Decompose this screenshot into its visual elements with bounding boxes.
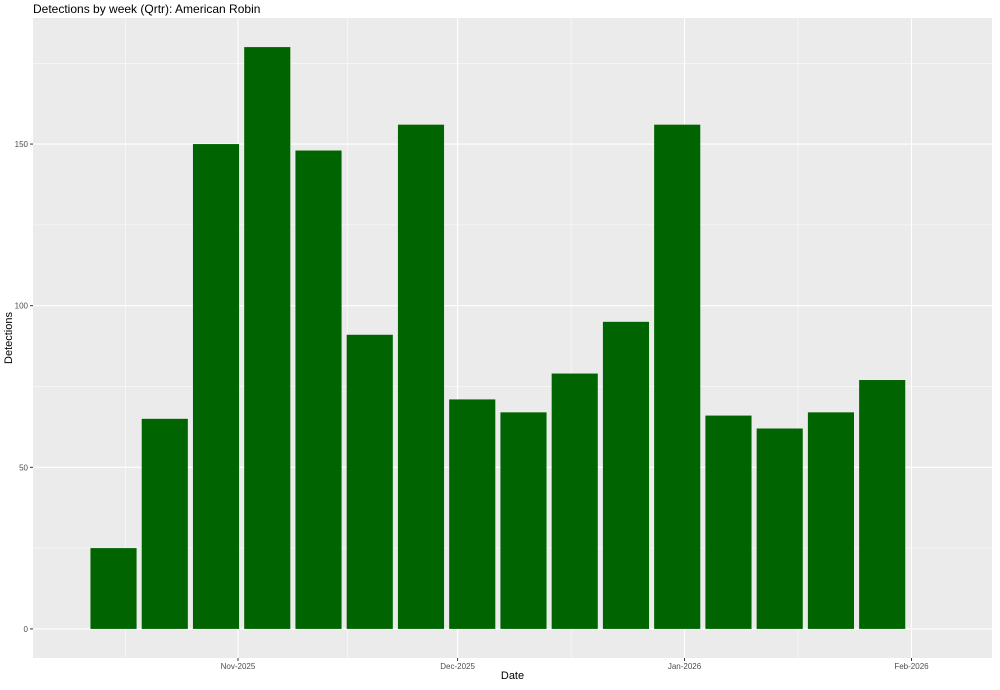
chart-title: Detections by week (Qrtr): American Robi… bbox=[33, 2, 260, 16]
bar bbox=[346, 334, 393, 629]
bar bbox=[141, 418, 188, 629]
bar bbox=[295, 150, 342, 629]
bar bbox=[90, 548, 137, 629]
bar bbox=[859, 380, 906, 629]
x-tick-label: Feb-2026 bbox=[894, 662, 929, 671]
bar bbox=[705, 415, 752, 629]
y-tick-label: 0 bbox=[24, 625, 29, 634]
bar bbox=[192, 144, 240, 629]
y-tick-label: 150 bbox=[15, 140, 29, 149]
y-axis-label: Detections bbox=[3, 312, 15, 364]
x-tick-label: Dec-2025 bbox=[440, 662, 475, 671]
x-tick-label: Nov-2025 bbox=[221, 662, 256, 671]
y-tick-label: 50 bbox=[19, 463, 28, 472]
x-axis-label: Date bbox=[501, 670, 524, 682]
bar bbox=[602, 321, 650, 629]
bar bbox=[756, 428, 803, 629]
bar bbox=[807, 412, 855, 629]
y-tick-label: 100 bbox=[15, 302, 29, 311]
axes: 0 50 100 150 Nov-2025 Dec-2025 Jan-2026 Feb-202… bbox=[15, 140, 930, 671]
x-tick-label: Jan-2026 bbox=[668, 662, 702, 671]
bars bbox=[90, 47, 906, 629]
bar bbox=[654, 124, 701, 629]
bar bbox=[500, 412, 547, 629]
bar bbox=[449, 399, 496, 629]
bar bbox=[551, 373, 598, 629]
bar bbox=[244, 47, 291, 629]
bar bbox=[397, 124, 445, 629]
